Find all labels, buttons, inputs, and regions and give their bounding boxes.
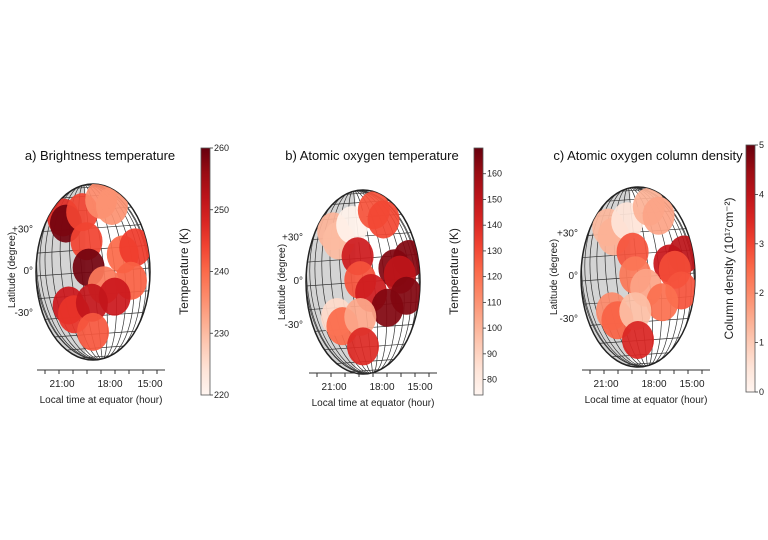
colorbar-tick-label: 220 xyxy=(214,390,229,400)
y-axis-label: Latitude (degree) xyxy=(549,239,560,315)
chart-title: c) Atomic oxygen column density xyxy=(553,148,743,163)
x-tick-label: 18:00 xyxy=(97,379,122,390)
x-tick-label: 21:00 xyxy=(593,379,618,390)
data-points xyxy=(47,184,150,351)
x-axis-label: Local time at equator (hour) xyxy=(40,395,163,406)
meridian-line xyxy=(596,187,648,367)
colorbar-tick-label: 140 xyxy=(487,220,502,230)
colorbar-tick-label: 90 xyxy=(487,349,497,359)
data-point xyxy=(75,283,108,322)
data-point xyxy=(619,292,652,331)
meridian-line xyxy=(59,184,103,360)
colorbar-tick-label: 3 xyxy=(759,239,764,249)
meridian-line xyxy=(51,184,103,360)
colorbar-tick-label: 0 xyxy=(759,387,764,397)
x-tick-label: 21:00 xyxy=(49,379,74,390)
colorbar-tick-label: 160 xyxy=(487,169,502,179)
colorbar-tick-label: 5 xyxy=(759,140,764,150)
globe-outline xyxy=(580,186,696,368)
colorbar-label: Temperature (K) xyxy=(447,228,461,315)
globe-outline xyxy=(305,189,421,375)
x-tick-label: 15:00 xyxy=(137,379,162,390)
panel-b: b) Atomic oxygen temperature 21:00 18:00 15… xyxy=(277,147,502,409)
colorbar xyxy=(745,144,756,393)
x-tick-label: 18:00 xyxy=(369,382,394,393)
x-tick-label: 15:00 xyxy=(679,379,704,390)
meridian-line xyxy=(604,187,648,367)
y-tick-label: 0° xyxy=(568,271,578,282)
colorbar-tick-label: 110 xyxy=(487,297,501,307)
colorbar-tick-label: 1 xyxy=(759,338,764,348)
colorbar-tick-label: 250 xyxy=(214,205,229,215)
colorbar-tick-label: 100 xyxy=(487,323,502,333)
x-tick-label: 21:00 xyxy=(321,382,346,393)
panel-a: a) Brightness temperature 21:00 18:00 15:00… xyxy=(7,143,229,406)
colorbar-tick-label: 260 xyxy=(214,143,229,153)
y-tick-label: +30° xyxy=(12,224,33,235)
y-tick-label: -30° xyxy=(15,308,33,319)
colorbar-tick-label: 130 xyxy=(487,246,502,256)
colorbar-tick-label: 120 xyxy=(487,272,502,282)
data-point xyxy=(95,187,128,225)
data-point xyxy=(344,297,377,336)
x-axis-label: Local time at equator (hour) xyxy=(312,398,435,409)
meridian-line xyxy=(69,184,103,360)
colorbar xyxy=(473,147,484,396)
x-tick-label: 18:00 xyxy=(641,379,666,390)
x-axis-label: Local time at equator (hour) xyxy=(585,395,708,406)
data-point xyxy=(347,327,379,366)
data-point xyxy=(642,196,675,235)
colorbar-tick-label: 4 xyxy=(759,189,764,199)
colorbar-label: Temperature (K) xyxy=(177,228,191,315)
y-tick-label: 0° xyxy=(23,266,33,277)
data-point xyxy=(77,312,109,351)
data-point xyxy=(119,228,150,267)
meridian-line xyxy=(329,190,373,374)
meridian-line xyxy=(321,190,373,374)
colorbar-label: Column density (10¹⁷cm⁻²) xyxy=(722,197,736,339)
x-tick-label: 15:00 xyxy=(407,382,432,393)
colorbar xyxy=(200,147,211,396)
chart-title: a) Brightness temperature xyxy=(25,148,175,163)
colorbar-tick-label: 150 xyxy=(487,194,502,204)
y-axis-label: Latitude (degree) xyxy=(7,232,18,308)
chart-title: b) Atomic oxygen temperature xyxy=(285,148,458,163)
colorbar-tick-label: 80 xyxy=(487,375,497,385)
y-tick-label: -30° xyxy=(285,320,303,331)
data-point xyxy=(646,283,679,322)
data-point xyxy=(371,288,404,327)
y-tick-label: +30° xyxy=(282,233,303,244)
y-tick-label: -30° xyxy=(560,314,578,325)
y-axis-label: Latitude (degree) xyxy=(277,244,288,320)
y-tick-label: +30° xyxy=(557,229,578,240)
data-point xyxy=(622,321,654,359)
colorbar-tick-label: 230 xyxy=(214,328,229,338)
colorbar-tick-label: 2 xyxy=(759,288,764,298)
data-points xyxy=(317,191,420,366)
colorbar-tick-label: 240 xyxy=(214,267,229,277)
panel-c: c) Atomic oxygen column density 21:00 18:0… xyxy=(549,140,764,406)
y-tick-label: 0° xyxy=(293,276,303,287)
data-point xyxy=(367,200,400,239)
